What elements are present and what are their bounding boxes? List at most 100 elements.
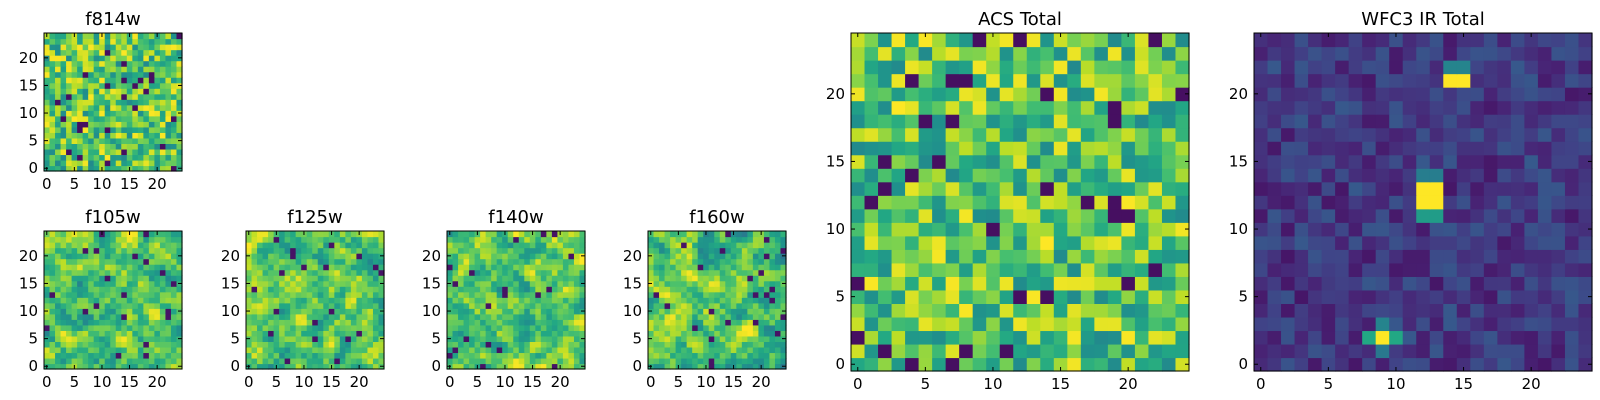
heatmap-cell — [1080, 249, 1095, 264]
heatmap-cell — [999, 289, 1014, 304]
heatmap-cell — [115, 269, 122, 276]
heatmap-cell — [758, 291, 765, 298]
heatmap-cell — [165, 126, 172, 133]
heatmap-cell — [714, 236, 721, 243]
heatmap-cell — [1094, 195, 1109, 210]
heatmap-cell — [675, 269, 682, 276]
heatmap-cell — [1040, 208, 1055, 223]
heatmap-cell — [1524, 330, 1539, 345]
heatmap-cell — [121, 165, 128, 172]
heatmap-cell — [485, 242, 492, 249]
heatmap-cell — [507, 280, 514, 287]
heatmap-cell — [323, 242, 330, 249]
heatmap-cell — [1429, 127, 1444, 142]
heatmap-cell — [148, 357, 155, 365]
heatmap-cell — [708, 313, 715, 320]
heatmap-cell — [1107, 87, 1122, 102]
heatmap-cell — [121, 115, 128, 122]
heatmap-cell — [675, 258, 682, 265]
heatmap-cell — [1470, 249, 1485, 264]
heatmap-cell — [1483, 154, 1498, 169]
heatmap-cell — [502, 302, 509, 309]
heatmap-cell — [562, 341, 570, 348]
heatmap-cell — [1362, 262, 1377, 277]
heatmap-cell — [507, 319, 514, 326]
heatmap-cell — [573, 308, 581, 315]
heatmap-cell — [918, 141, 933, 156]
heatmap-cell — [104, 357, 111, 365]
heatmap-cell — [262, 302, 269, 309]
heatmap-cell — [1551, 235, 1566, 250]
heatmap-cell — [1416, 343, 1431, 359]
heatmap-cell — [1362, 114, 1377, 129]
heatmap-cell — [104, 77, 111, 84]
heatmap-cell — [507, 357, 514, 365]
heatmap-cell — [284, 330, 291, 337]
heatmap-cell — [312, 231, 319, 238]
heatmap-cell — [148, 99, 155, 106]
heatmap-cell — [110, 55, 117, 62]
heatmap-cell — [557, 341, 564, 348]
heatmap-cell — [165, 258, 172, 265]
heatmap-cell — [878, 33, 893, 48]
heatmap-cell — [148, 33, 155, 40]
heatmap-cell — [148, 137, 155, 144]
heatmap-cell — [579, 297, 586, 304]
heatmap-cell — [170, 275, 178, 282]
heatmap-cell — [317, 253, 324, 260]
heatmap-cell — [328, 308, 335, 315]
heatmap-cell — [1013, 33, 1028, 48]
heatmap-cell — [747, 275, 754, 282]
heatmap-cell — [1348, 168, 1363, 183]
heatmap-cell — [1537, 303, 1553, 318]
heatmap-cell — [1416, 100, 1431, 115]
heatmap-cell — [251, 275, 258, 282]
heatmap-cell — [143, 77, 150, 84]
heatmap-cell — [312, 341, 319, 348]
heatmap-cell — [1402, 303, 1417, 318]
heatmap-cell — [257, 253, 264, 260]
heatmap-cell — [279, 236, 286, 243]
heatmap-cell — [959, 100, 974, 115]
heatmap-cell — [1321, 208, 1336, 223]
heatmap-cell — [44, 357, 51, 365]
heatmap-cell — [273, 291, 280, 298]
heatmap-cell — [752, 280, 759, 287]
y-tick-label-f140w: 10 — [422, 302, 441, 320]
heatmap-cell — [290, 297, 297, 304]
heatmap-cell — [480, 258, 487, 265]
heatmap-cell — [176, 357, 183, 365]
heatmap-cell — [49, 143, 56, 150]
heatmap-cell — [1067, 127, 1082, 142]
heatmap-cell — [747, 264, 754, 271]
heatmap-cell — [1067, 154, 1082, 169]
heatmap-cell — [361, 324, 369, 331]
heatmap-cell — [736, 286, 743, 293]
heatmap-cell — [60, 258, 67, 265]
heatmap-cell — [77, 38, 84, 45]
heatmap-cell — [708, 330, 715, 337]
heatmap-cell — [1026, 303, 1041, 318]
heatmap-cell — [524, 264, 531, 271]
heatmap-cell — [905, 141, 920, 156]
heatmap-cell — [137, 308, 144, 315]
heatmap-cell — [480, 280, 487, 287]
heatmap-cell — [367, 231, 374, 238]
heatmap-cell — [1416, 276, 1431, 291]
heatmap-cell — [159, 71, 167, 78]
heatmap-cell — [1321, 33, 1336, 48]
heatmap-cell — [664, 236, 671, 243]
heatmap-cell — [546, 308, 553, 315]
heatmap-cell — [110, 269, 117, 276]
heatmap-cell — [132, 66, 139, 73]
heatmap-cell — [143, 231, 150, 238]
heatmap-cell — [88, 269, 95, 276]
heatmap-cell — [535, 319, 542, 326]
heatmap-cell — [480, 297, 487, 304]
heatmap-cell — [972, 195, 987, 210]
heatmap-cell — [579, 346, 586, 354]
heatmap-cell — [55, 297, 62, 304]
heatmap-cell — [664, 346, 671, 354]
heatmap-cell — [686, 357, 693, 365]
heatmap-cell — [664, 357, 671, 365]
